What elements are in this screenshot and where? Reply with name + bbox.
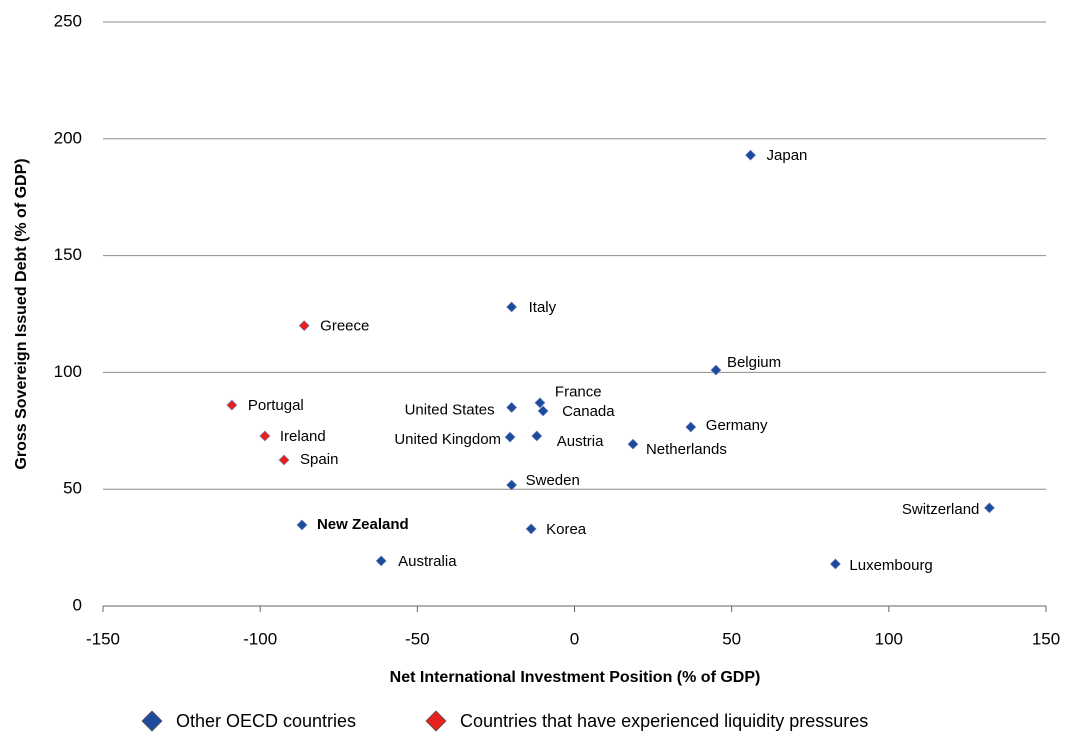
- y-tick-label: 0: [73, 595, 82, 614]
- point-label: Luxembourg: [849, 557, 932, 574]
- point-label: Sweden: [526, 472, 580, 489]
- x-tick-label: -150: [86, 629, 120, 648]
- point-label: New Zealand: [317, 516, 409, 533]
- point: [525, 523, 537, 535]
- point: [296, 519, 308, 531]
- point-label: Spain: [300, 451, 338, 468]
- x-tick-label: 50: [722, 629, 741, 648]
- point: [685, 421, 697, 433]
- y-axis-title: Gross Sovereign Issued Debt (% of GDP): [13, 158, 30, 469]
- point: [829, 558, 841, 570]
- point-label: Belgium: [727, 354, 781, 371]
- y-tick-label: 150: [54, 245, 82, 264]
- point: [226, 399, 238, 411]
- x-tick-label: 100: [875, 629, 903, 648]
- point-label: Portugal: [248, 397, 304, 414]
- point-label: France: [555, 384, 602, 401]
- point: [506, 301, 518, 313]
- point-label: Switzerland: [902, 501, 980, 518]
- x-tick-label: -100: [243, 629, 277, 648]
- point-label: United States: [405, 401, 495, 418]
- y-tick-label: 50: [63, 479, 82, 498]
- point: [506, 402, 518, 413]
- legend-label: Countries that have experienced liquidit…: [460, 711, 868, 731]
- point-label: Japan: [767, 147, 808, 164]
- point-label: Germany: [706, 417, 768, 434]
- point: [504, 431, 516, 443]
- legend-marker: [425, 710, 447, 732]
- point-label: Canada: [562, 403, 615, 420]
- point: [627, 438, 639, 450]
- point: [537, 405, 549, 417]
- point: [983, 502, 995, 514]
- point-label: Australia: [398, 553, 457, 570]
- y-tick-label: 250: [54, 11, 82, 30]
- legend-marker: [141, 710, 163, 732]
- y-tick-label: 200: [54, 128, 82, 147]
- point-label: Austria: [557, 433, 604, 450]
- legend-label: Other OECD countries: [176, 711, 356, 731]
- point: [259, 430, 271, 442]
- x-axis-title: Net International Investment Position (%…: [390, 669, 761, 686]
- point-label: Greece: [320, 318, 369, 335]
- point-label: Ireland: [280, 428, 326, 445]
- point-label: Italy: [529, 299, 557, 316]
- point: [534, 397, 546, 409]
- point: [506, 479, 518, 491]
- point: [710, 364, 722, 376]
- y-tick-label: 100: [54, 362, 82, 381]
- x-tick-label: 0: [570, 629, 579, 648]
- point-label: Korea: [546, 521, 587, 538]
- point: [375, 555, 387, 567]
- point-label: United Kingdom: [394, 431, 501, 448]
- point: [278, 454, 290, 466]
- x-tick-label: 150: [1032, 629, 1060, 648]
- point: [745, 149, 756, 161]
- point-label: Netherlands: [646, 441, 727, 458]
- x-tick-label: -50: [405, 629, 430, 648]
- point: [298, 320, 310, 332]
- point: [531, 430, 543, 442]
